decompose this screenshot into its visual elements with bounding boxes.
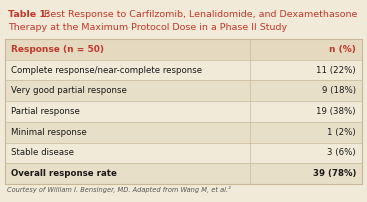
Text: 11 (22%): 11 (22%) bbox=[316, 66, 356, 75]
Text: 39 (78%): 39 (78%) bbox=[313, 169, 356, 178]
Text: Overall response rate: Overall response rate bbox=[11, 169, 117, 178]
Bar bbox=[5, 122, 362, 143]
Text: 3 (6%): 3 (6%) bbox=[327, 148, 356, 157]
Text: Best Response to Carfilzomib, Lenalidomide, and Dexamethasone: Best Response to Carfilzomib, Lenalidomi… bbox=[44, 10, 357, 19]
Bar bbox=[5, 39, 362, 184]
Text: n (%): n (%) bbox=[329, 45, 356, 54]
Text: 9 (18%): 9 (18%) bbox=[322, 86, 356, 95]
Text: Stable disease: Stable disease bbox=[11, 148, 74, 157]
Bar bbox=[5, 163, 362, 184]
Bar bbox=[5, 39, 362, 60]
Text: Response (n = 50): Response (n = 50) bbox=[11, 45, 104, 54]
Text: Complete response/near-complete response: Complete response/near-complete response bbox=[11, 66, 202, 75]
Text: Very good partial response: Very good partial response bbox=[11, 86, 127, 95]
Text: Table 1:: Table 1: bbox=[8, 10, 50, 19]
Text: Therapy at the Maximum Protocol Dose in a Phase II Study: Therapy at the Maximum Protocol Dose in … bbox=[8, 23, 287, 32]
Text: Minimal response: Minimal response bbox=[11, 128, 87, 137]
Text: Partial response: Partial response bbox=[11, 107, 80, 116]
Bar bbox=[5, 80, 362, 101]
Text: 1 (2%): 1 (2%) bbox=[327, 128, 356, 137]
Text: Courtesy of William I. Bensinger, MD. Adapted from Wang M, et al.²: Courtesy of William I. Bensinger, MD. Ad… bbox=[7, 186, 231, 193]
Bar bbox=[5, 60, 362, 80]
Bar bbox=[5, 101, 362, 122]
Bar bbox=[5, 143, 362, 163]
Text: 19 (38%): 19 (38%) bbox=[316, 107, 356, 116]
